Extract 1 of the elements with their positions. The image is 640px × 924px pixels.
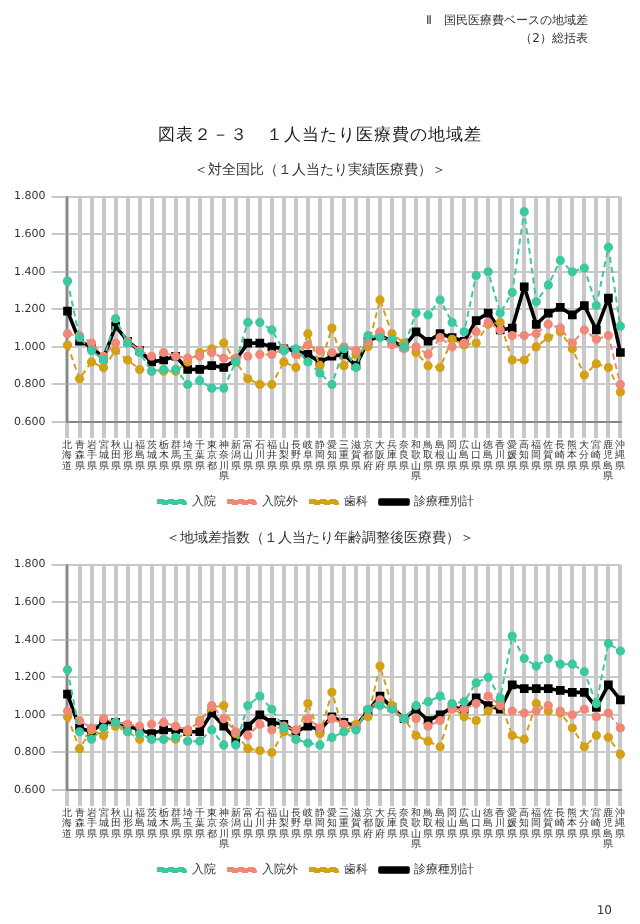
chart-title: 図表２－３ １人当たり医療費の地域差 (156, 124, 484, 148)
